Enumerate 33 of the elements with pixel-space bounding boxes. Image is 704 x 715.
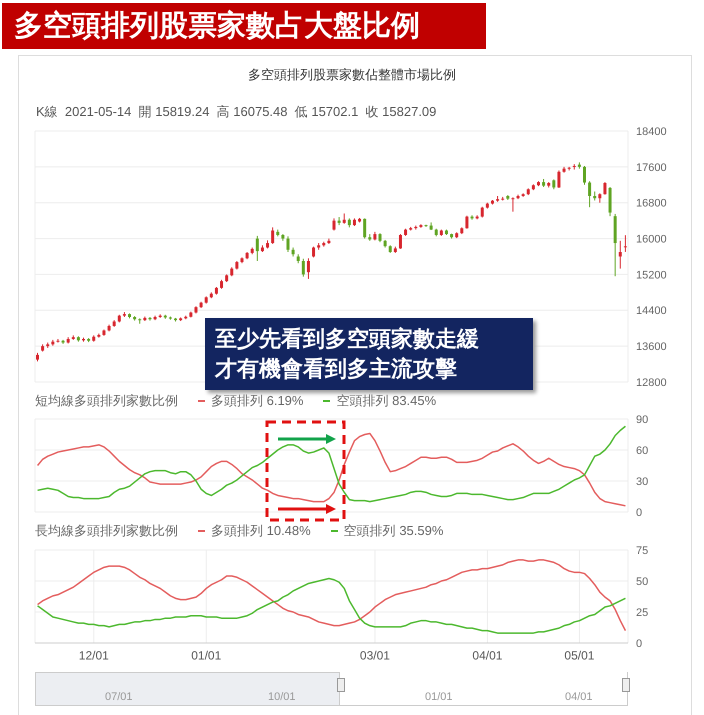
x-tick-label: 03/01 — [360, 648, 390, 663]
y-tick-label: 60 — [636, 444, 648, 457]
annotation: 至少先看到多空頭家數走緩 — [215, 325, 480, 353]
legend-label: 空頭排列 83.45% — [336, 392, 436, 410]
y-tick-label: 12800 — [636, 376, 667, 389]
x-tick-label: 05/01 — [564, 648, 595, 663]
y-tick-label: 0 — [636, 506, 642, 519]
y-tick-label: 0 — [636, 638, 642, 650]
y-tick-label: 90 — [636, 414, 648, 426]
y-tick-label: 25 — [636, 606, 648, 619]
y-tick-label: 18400 — [636, 126, 667, 138]
y-tick-label: 15200 — [636, 269, 667, 282]
y-tick-label: 16800 — [636, 198, 667, 210]
y-tick-label: 17600 — [636, 162, 667, 174]
y-tick-label: 75 — [636, 544, 648, 557]
chart-title: 短均線多頭排列家數比例 — [35, 392, 178, 410]
chart-subtitle: 多空頭排列股票家數佔整體市場比例 — [247, 66, 457, 84]
legend-label: 多頭排列 10.48% — [211, 522, 311, 540]
x-tick-label: 01/01 — [191, 648, 222, 663]
x-tick-label: 04/01 — [472, 648, 503, 663]
text: K線 2021-05-14 開 15819.24 高 16075.48 低 15702.1 收 15827.09 — [36, 103, 436, 121]
y-tick-label: 13600 — [636, 341, 667, 354]
y-tick-label: 16000 — [636, 233, 667, 246]
legend-label: 空頭排列 35.59% — [344, 522, 444, 540]
y-tick-label: 30 — [636, 476, 648, 488]
y-tick-label: 50 — [636, 576, 648, 588]
chart-title: 長均線多頭排列家數比例 — [35, 522, 178, 540]
range-slider: 07/01 10/01 01/01 04/01 — [35, 672, 635, 707]
y-tick-label: 14400 — [636, 305, 667, 318]
legend-label: 多頭排列 6.19% — [211, 392, 304, 410]
annotation: 才有機會看到多主流攻擊 — [215, 355, 458, 383]
x-tick-label: 12/01 — [78, 648, 110, 663]
chart-title: 多空頭排列股票家數占大盤比例 — [2, 3, 486, 49]
